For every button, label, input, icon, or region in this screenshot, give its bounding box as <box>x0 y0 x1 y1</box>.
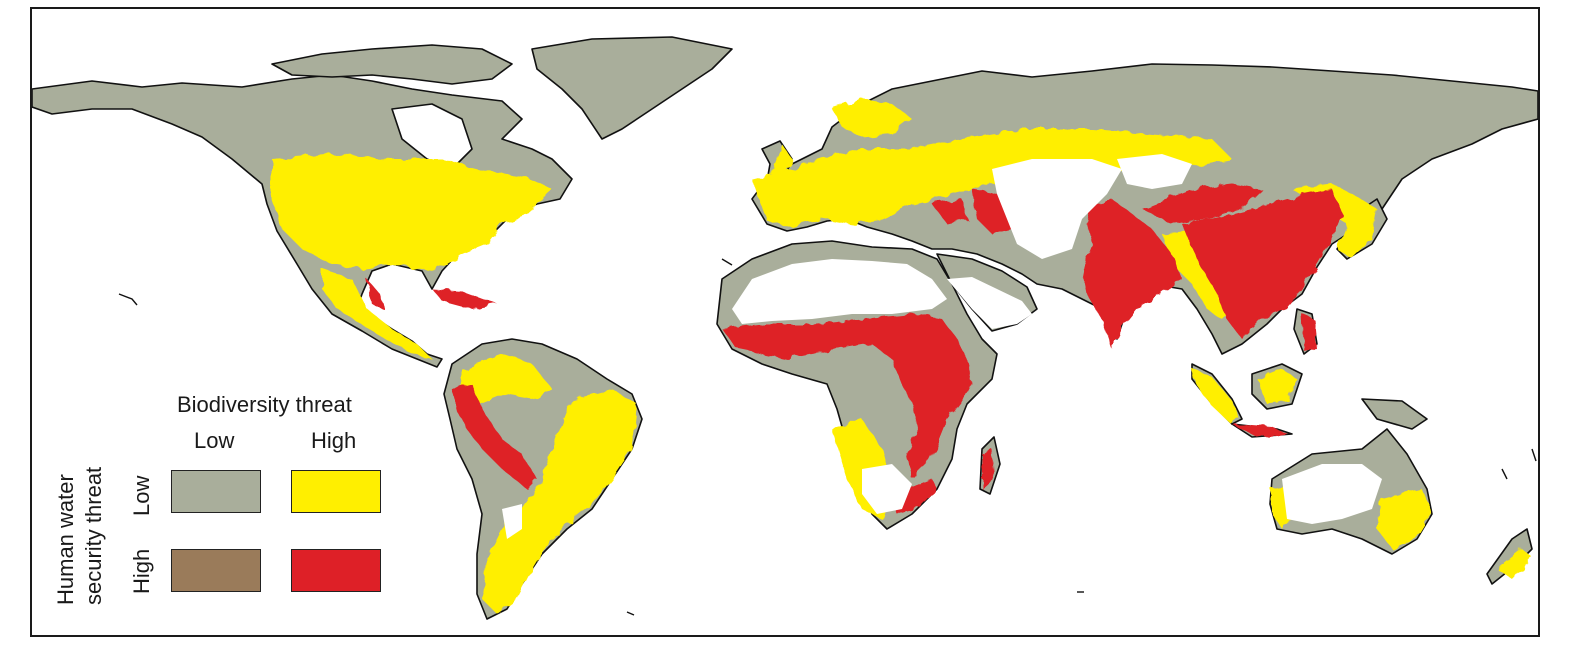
small-islands <box>118 258 1537 616</box>
no-data-regions <box>502 154 1382 539</box>
legend-col-high: High <box>311 428 357 453</box>
legend-row-title-line2: security threat <box>81 466 106 605</box>
new-guinea <box>1361 398 1428 430</box>
legend-row-low: Low <box>129 475 154 516</box>
legend-swatch-low-water-low-bio <box>171 470 261 513</box>
legend-swatch-high-water-high-bio <box>291 549 381 592</box>
legend-row-high: High <box>129 548 154 594</box>
legend-swatch-high-water-low-bio <box>171 549 261 592</box>
world-map <box>32 36 1538 620</box>
hudson-bay <box>391 103 473 170</box>
arctic-islands <box>271 44 513 85</box>
greenland <box>531 36 733 140</box>
map-frame <box>30 7 1540 637</box>
red-regions <box>367 184 1342 514</box>
legend-row-title-line1: Human water <box>53 474 78 605</box>
legend-col-low: Low <box>194 428 235 453</box>
legend-swatch-low-water-high-bio <box>291 470 381 513</box>
legend-column-title: Biodiversity threat <box>177 392 352 417</box>
